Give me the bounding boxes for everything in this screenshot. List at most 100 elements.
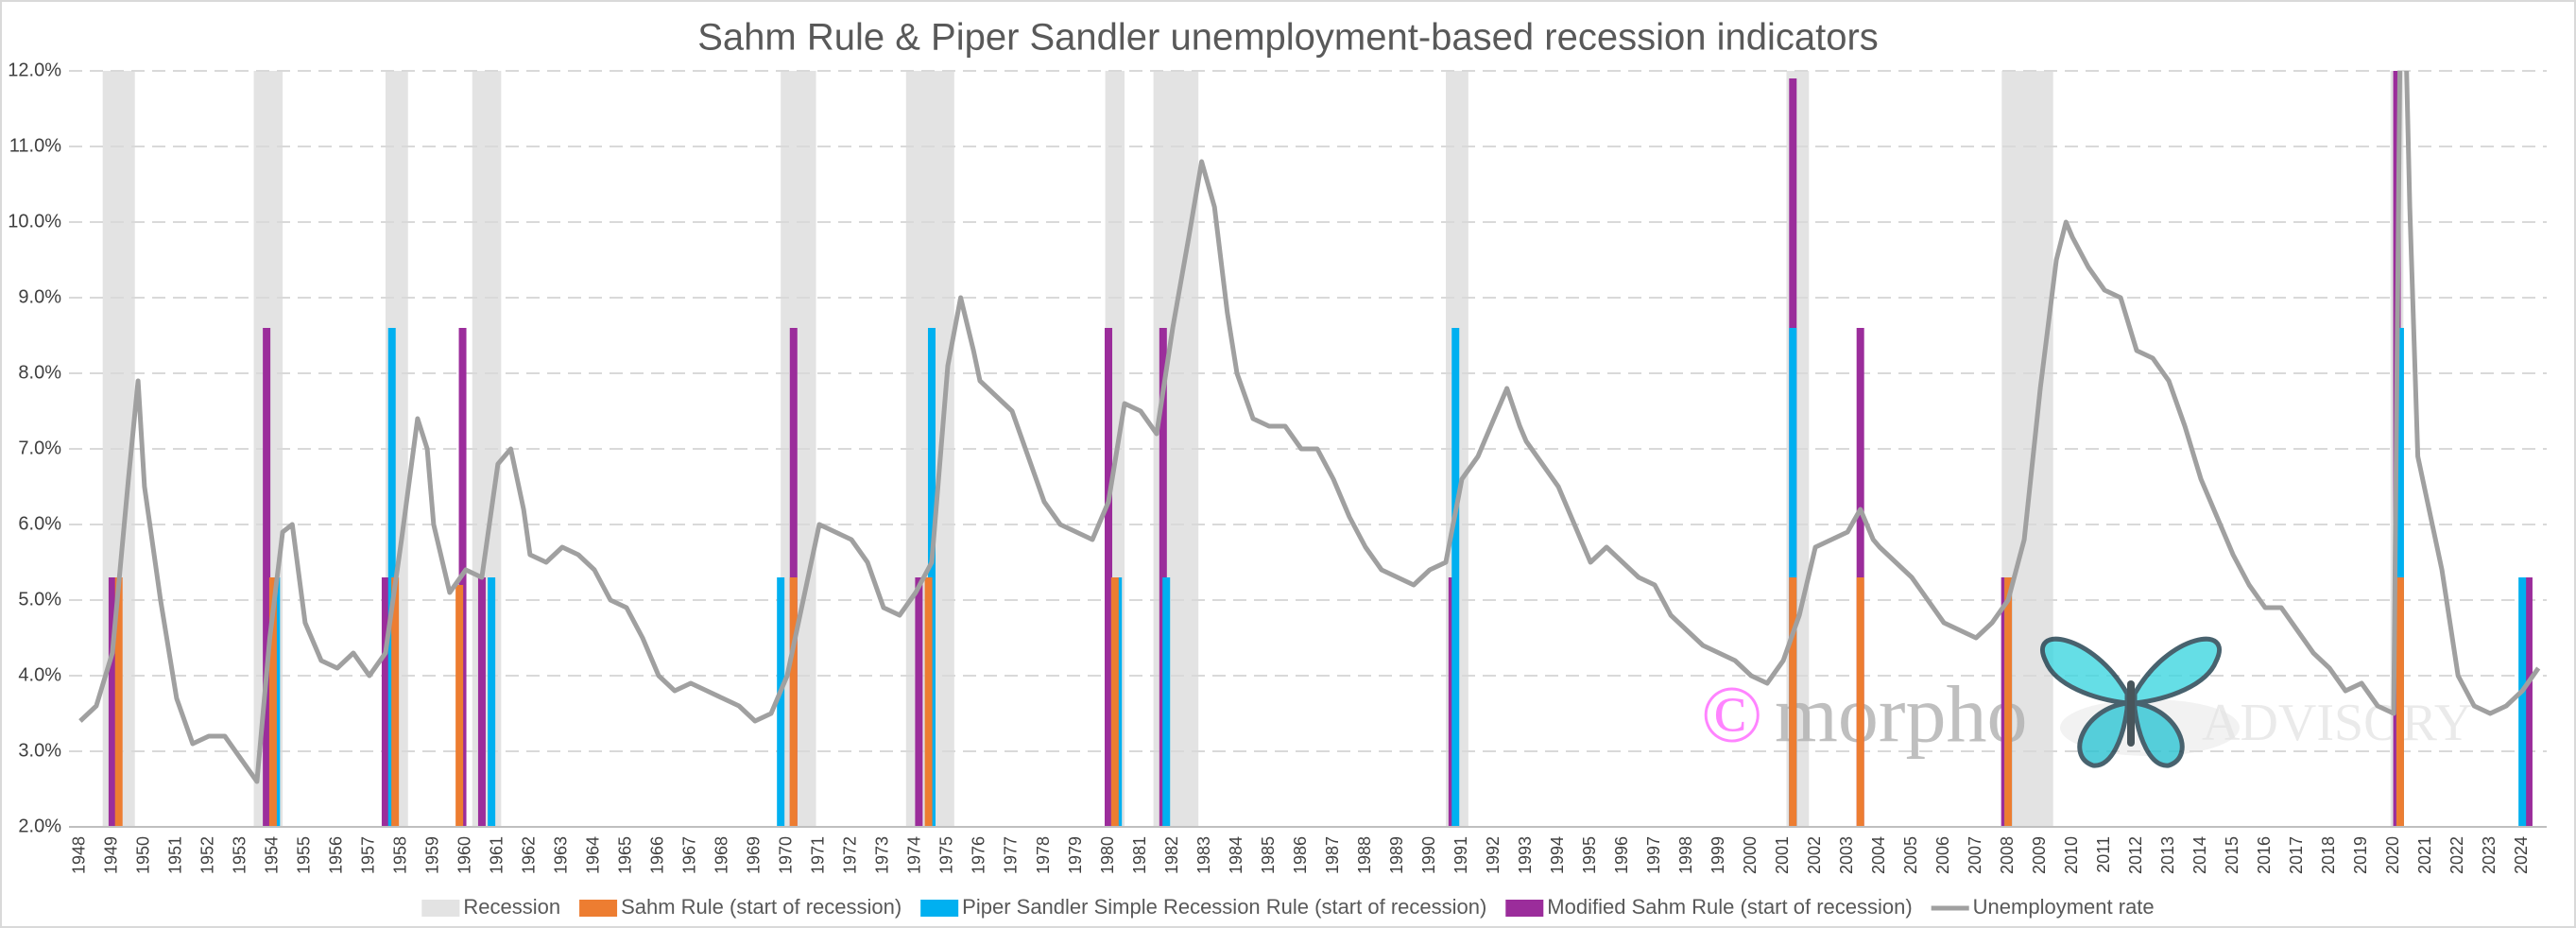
x-tick-label: 1999: [1709, 836, 1727, 874]
y-tick-label: 8.0%: [18, 362, 61, 383]
x-tick-label: 1951: [166, 836, 185, 874]
x-tick-label: 1952: [198, 836, 217, 874]
line-layer: [78, 71, 2541, 784]
x-tick-label: 1979: [1066, 836, 1085, 874]
legend-label: Sahm Rule (start of recession): [621, 895, 902, 919]
indicator-bar: [268, 577, 277, 827]
x-tick-label: 1965: [616, 836, 635, 874]
indicator-bar: [789, 577, 798, 827]
line-series: [78, 71, 2541, 784]
x-tick-label: 1995: [1580, 836, 1599, 874]
x-tick-label: 2005: [1901, 836, 1920, 874]
x-tick-label: 2003: [1837, 836, 1856, 874]
y-tick-label: 3.0%: [18, 740, 61, 761]
indicator-bar: [1856, 577, 1864, 827]
x-tick-label: 2015: [2223, 836, 2241, 874]
x-tick-label: 2006: [1933, 836, 1952, 874]
indicator-bar: [915, 577, 923, 827]
x-tick-label: 1992: [1484, 836, 1503, 874]
x-tick-label: 1960: [455, 836, 474, 874]
x-tick-label: 1983: [1194, 836, 1213, 874]
indicator-bar: [777, 577, 785, 827]
x-tick-label: 2016: [2255, 836, 2274, 874]
x-tick-label: 1982: [1162, 836, 1181, 874]
legend-swatch: [920, 900, 959, 917]
y-tick-label: 6.0%: [18, 513, 61, 534]
y-tick-label: 10.0%: [8, 211, 61, 232]
x-tick-label: 1948: [70, 836, 89, 874]
x-tick-label: 1957: [359, 836, 378, 874]
x-tick-label: 1956: [327, 836, 346, 874]
x-tick-label: 2018: [2319, 836, 2338, 874]
x-tick-label: 1994: [1548, 836, 1567, 874]
x-tick-label: 2008: [1998, 836, 2017, 874]
x-tick-label: 1962: [520, 836, 539, 874]
x-tick-label: 2009: [2030, 836, 2049, 874]
x-tick-label: 2004: [1869, 836, 1888, 874]
indicator-layer: [108, 71, 2533, 827]
legend-label: Piper Sandler Simple Recession Rule (sta…: [962, 895, 1486, 919]
legend-label: Recession: [463, 895, 560, 919]
x-tick-label: 1988: [1355, 836, 1374, 874]
indicator-bar: [488, 577, 496, 827]
x-tick-label: 1976: [970, 836, 988, 874]
x-tick-label: 1968: [713, 836, 731, 874]
x-tick-label: 2023: [2480, 836, 2499, 874]
x-tick-label: 1953: [231, 836, 249, 874]
x-tick-label: 1964: [584, 836, 603, 874]
x-tick-label: 2021: [2415, 836, 2434, 874]
x-tick-label: 1970: [777, 836, 796, 874]
indicator-bar: [1451, 328, 1460, 827]
x-tick-label: 1971: [809, 836, 828, 874]
indicator-bar: [108, 577, 116, 827]
legend-swatch: [1505, 900, 1544, 917]
x-tick-label: 1980: [1098, 836, 1117, 874]
x-tick-label: 1991: [1451, 836, 1470, 874]
x-tick-label: 1959: [423, 836, 442, 874]
x-tick-label: 1950: [134, 836, 153, 874]
x-tick-label: 2024: [2512, 836, 2531, 874]
x-tick-label: 2013: [2158, 836, 2177, 874]
x-tick-label: 2020: [2383, 836, 2402, 874]
watermark-symbol: ©: [1701, 669, 1762, 760]
watermark: © morpho ADVISORY: [1701, 636, 2472, 768]
y-tick-label: 12.0%: [8, 60, 61, 80]
y-tick-label: 2.0%: [18, 816, 61, 836]
legend-swatch: [579, 900, 618, 917]
y-tick-label: 7.0%: [18, 438, 61, 458]
x-tick-label: 1984: [1227, 836, 1245, 874]
x-tick-label: 1954: [263, 836, 282, 874]
indicator-bar: [114, 577, 123, 827]
x-tick-label: 2012: [2126, 836, 2145, 874]
indicator-bar: [1110, 577, 1119, 827]
x-tick-label: 1973: [873, 836, 892, 874]
x-tick-label: 1955: [295, 836, 314, 874]
x-tick-label: 2022: [2447, 836, 2466, 874]
x-tick-label: 2007: [1966, 836, 1984, 874]
x-tick-label: 2000: [1741, 836, 1760, 874]
x-tick-label: 2011: [2094, 836, 2113, 873]
x-tick-label: 1985: [1259, 836, 1278, 874]
x-tick-label: 2017: [2287, 836, 2306, 874]
x-tick-label: 1993: [1516, 836, 1535, 874]
x-tick-label: 2001: [1773, 836, 1792, 874]
chart-title: Sahm Rule & Piper Sandler unemployment-b…: [697, 17, 1879, 59]
x-tick-label: 1949: [102, 836, 121, 874]
x-tick-label: 1975: [937, 836, 956, 874]
legend: Recession Sahm Rule (start of recession) P…: [421, 895, 2155, 919]
x-tick-label: 1967: [680, 836, 699, 874]
x-tick-label: 1981: [1130, 836, 1149, 874]
x-tick-label: 1989: [1387, 836, 1406, 874]
x-tick-label: 1990: [1419, 836, 1438, 874]
y-tick-label: 11.0%: [9, 135, 61, 156]
y-tick-label: 5.0%: [18, 589, 61, 610]
indicator-bar: [381, 577, 389, 827]
x-tick-label: 1996: [1612, 836, 1631, 874]
watermark-subtext: ADVISORY: [2202, 694, 2472, 752]
x-tick-label: 2010: [2062, 836, 2081, 874]
x-tick-label: 2014: [2190, 836, 2209, 874]
x-tick-label: 1958: [391, 836, 410, 874]
x-tick-label: 1972: [841, 836, 860, 874]
x-tick-label: 2019: [2351, 836, 2370, 874]
